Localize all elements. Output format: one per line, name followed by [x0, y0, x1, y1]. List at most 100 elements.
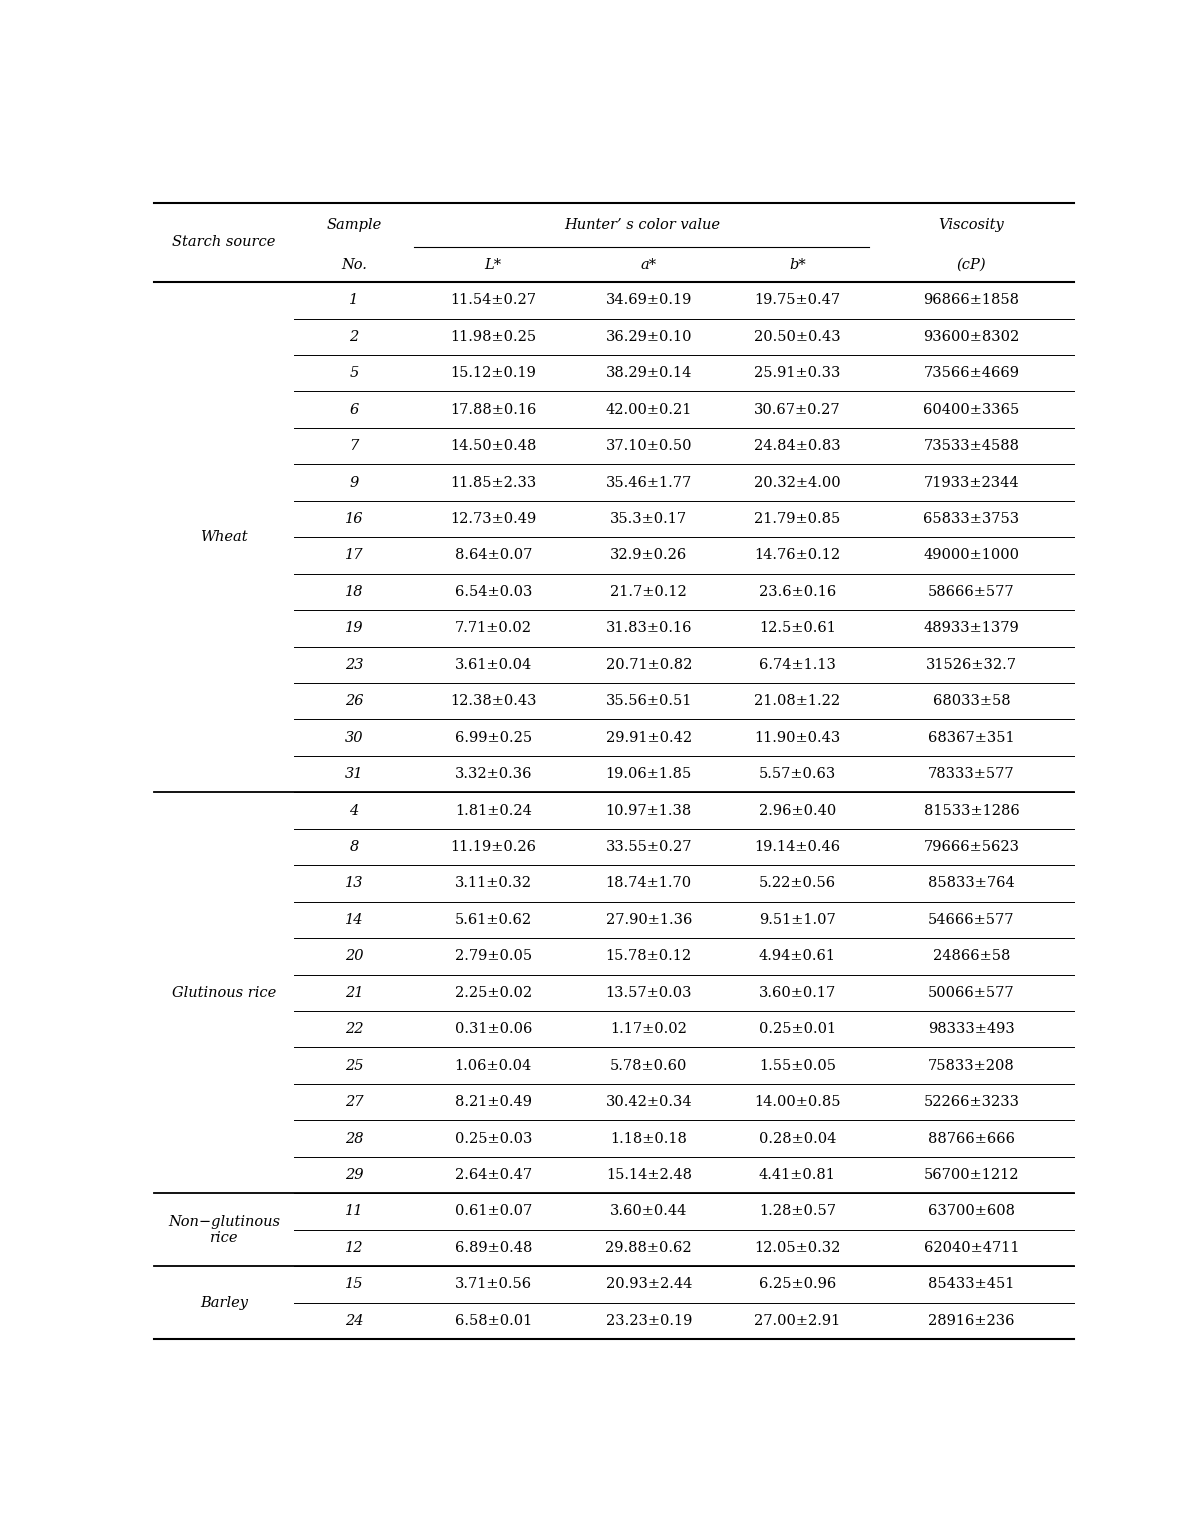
Text: Hunter’ s color value: Hunter’ s color value	[564, 218, 720, 232]
Text: Viscosity: Viscosity	[938, 218, 1004, 232]
Text: 31526±32.7: 31526±32.7	[926, 658, 1017, 671]
Text: 42.00±0.21: 42.00±0.21	[606, 403, 692, 417]
Text: 15.78±0.12: 15.78±0.12	[606, 950, 692, 964]
Text: 0.25±0.01: 0.25±0.01	[758, 1023, 836, 1036]
Text: 81533±1286: 81533±1286	[924, 803, 1019, 818]
Text: 36.29±0.10: 36.29±0.10	[605, 330, 692, 344]
Text: 5: 5	[350, 367, 358, 380]
Text: 19.14±0.46: 19.14±0.46	[755, 839, 841, 854]
Text: 29.88±0.62: 29.88±0.62	[605, 1241, 692, 1254]
Text: 24866±58: 24866±58	[933, 950, 1010, 964]
Text: 2.79±0.05: 2.79±0.05	[455, 950, 532, 964]
Text: 1.81±0.24: 1.81±0.24	[455, 803, 532, 818]
Text: 93600±8302: 93600±8302	[924, 330, 1019, 344]
Text: 8: 8	[350, 839, 358, 854]
Text: 30.42±0.34: 30.42±0.34	[605, 1095, 692, 1109]
Text: 21: 21	[345, 986, 363, 1000]
Text: 60400±3365: 60400±3365	[924, 403, 1019, 417]
Text: 7: 7	[350, 439, 358, 453]
Text: 23: 23	[345, 658, 363, 671]
Text: 6.25±0.96: 6.25±0.96	[758, 1277, 836, 1291]
Text: 56700±1212: 56700±1212	[924, 1168, 1019, 1182]
Text: 31.83±0.16: 31.83±0.16	[605, 621, 692, 635]
Text: 0.61±0.07: 0.61±0.07	[455, 1204, 532, 1218]
Text: 79666±5623: 79666±5623	[924, 839, 1019, 854]
Text: 11.19±0.26: 11.19±0.26	[450, 839, 537, 854]
Text: 20.71±0.82: 20.71±0.82	[606, 658, 692, 671]
Text: 30.67±0.27: 30.67±0.27	[754, 403, 841, 417]
Text: 63700±608: 63700±608	[928, 1204, 1015, 1218]
Text: 34.69±0.19: 34.69±0.19	[606, 294, 692, 308]
Text: 18: 18	[345, 585, 363, 598]
Text: 29: 29	[345, 1168, 363, 1182]
Text: 52266±3233: 52266±3233	[924, 1095, 1019, 1109]
Text: 21.79±0.85: 21.79±0.85	[755, 512, 841, 526]
Text: 19: 19	[345, 621, 363, 635]
Text: 24: 24	[345, 1314, 363, 1327]
Text: 1.17±0.02: 1.17±0.02	[610, 1023, 688, 1036]
Text: 23.23±0.19: 23.23±0.19	[606, 1314, 692, 1327]
Text: 19.06±1.85: 19.06±1.85	[606, 767, 692, 782]
Text: 65833±3753: 65833±3753	[924, 512, 1019, 526]
Text: 29.91±0.42: 29.91±0.42	[606, 730, 692, 745]
Text: 13: 13	[345, 877, 363, 891]
Text: 1: 1	[350, 294, 358, 308]
Text: 68367±351: 68367±351	[928, 730, 1015, 745]
Text: 98333±493: 98333±493	[928, 1023, 1015, 1036]
Text: 6.74±1.13: 6.74±1.13	[758, 658, 836, 671]
Text: 2.25±0.02: 2.25±0.02	[455, 986, 532, 1000]
Text: 78333±577: 78333±577	[928, 767, 1015, 782]
Text: 20: 20	[345, 950, 363, 964]
Text: 28: 28	[345, 1132, 363, 1145]
Text: 6.89±0.48: 6.89±0.48	[454, 1241, 532, 1254]
Text: 0.31±0.06: 0.31±0.06	[454, 1023, 532, 1036]
Text: 21.08±1.22: 21.08±1.22	[755, 694, 841, 708]
Text: 1.06±0.04: 1.06±0.04	[455, 1059, 532, 1073]
Text: 21.7±0.12: 21.7±0.12	[611, 585, 688, 598]
Text: 14.00±0.85: 14.00±0.85	[754, 1095, 841, 1109]
Text: 5.78±0.60: 5.78±0.60	[610, 1059, 688, 1073]
Text: 8.64±0.07: 8.64±0.07	[454, 548, 532, 562]
Text: 3.11±0.32: 3.11±0.32	[455, 877, 532, 891]
Text: 2.64±0.47: 2.64±0.47	[455, 1168, 532, 1182]
Text: 31: 31	[345, 767, 363, 782]
Text: 6.58±0.01: 6.58±0.01	[455, 1314, 532, 1327]
Text: 54666±577: 54666±577	[928, 914, 1015, 927]
Text: 20.93±2.44: 20.93±2.44	[606, 1277, 692, 1291]
Text: 30: 30	[345, 730, 363, 745]
Text: 27: 27	[345, 1095, 363, 1109]
Text: 68033±58: 68033±58	[932, 694, 1010, 708]
Text: 11.98±0.25: 11.98±0.25	[450, 330, 537, 344]
Text: 23.6±0.16: 23.6±0.16	[758, 585, 836, 598]
Text: Non−glutinous
rice: Non−glutinous rice	[168, 1215, 280, 1245]
Text: 3.60±0.44: 3.60±0.44	[610, 1204, 688, 1218]
Text: 88766±666: 88766±666	[928, 1132, 1015, 1145]
Text: 12: 12	[345, 1241, 363, 1254]
Text: 9: 9	[350, 476, 358, 489]
Text: 85833±764: 85833±764	[928, 877, 1015, 891]
Text: 50066±577: 50066±577	[928, 986, 1015, 1000]
Text: 28916±236: 28916±236	[928, 1314, 1015, 1327]
Text: 73566±4669: 73566±4669	[924, 367, 1019, 380]
Text: 3.32±0.36: 3.32±0.36	[454, 767, 532, 782]
Text: 12.05±0.32: 12.05±0.32	[755, 1241, 841, 1254]
Text: 32.9±0.26: 32.9±0.26	[610, 548, 688, 562]
Text: 2: 2	[350, 330, 358, 344]
Text: 58666±577: 58666±577	[928, 585, 1015, 598]
Text: 20.50±0.43: 20.50±0.43	[754, 330, 841, 344]
Text: 13.57±0.03: 13.57±0.03	[605, 986, 692, 1000]
Text: 6.54±0.03: 6.54±0.03	[454, 585, 532, 598]
Text: 3.71±0.56: 3.71±0.56	[455, 1277, 532, 1291]
Text: 25.91±0.33: 25.91±0.33	[755, 367, 841, 380]
Text: 17: 17	[345, 548, 363, 562]
Text: 4.41±0.81: 4.41±0.81	[758, 1168, 836, 1182]
Text: b*: b*	[789, 258, 806, 271]
Text: 11: 11	[345, 1204, 363, 1218]
Text: 16: 16	[345, 512, 363, 526]
Text: 17.88±0.16: 17.88±0.16	[450, 403, 537, 417]
Text: 11.90±0.43: 11.90±0.43	[755, 730, 841, 745]
Text: 2.96±0.40: 2.96±0.40	[758, 803, 836, 818]
Text: Barley: Barley	[200, 1295, 248, 1309]
Text: 35.3±0.17: 35.3±0.17	[610, 512, 688, 526]
Text: 33.55±0.27: 33.55±0.27	[605, 839, 692, 854]
